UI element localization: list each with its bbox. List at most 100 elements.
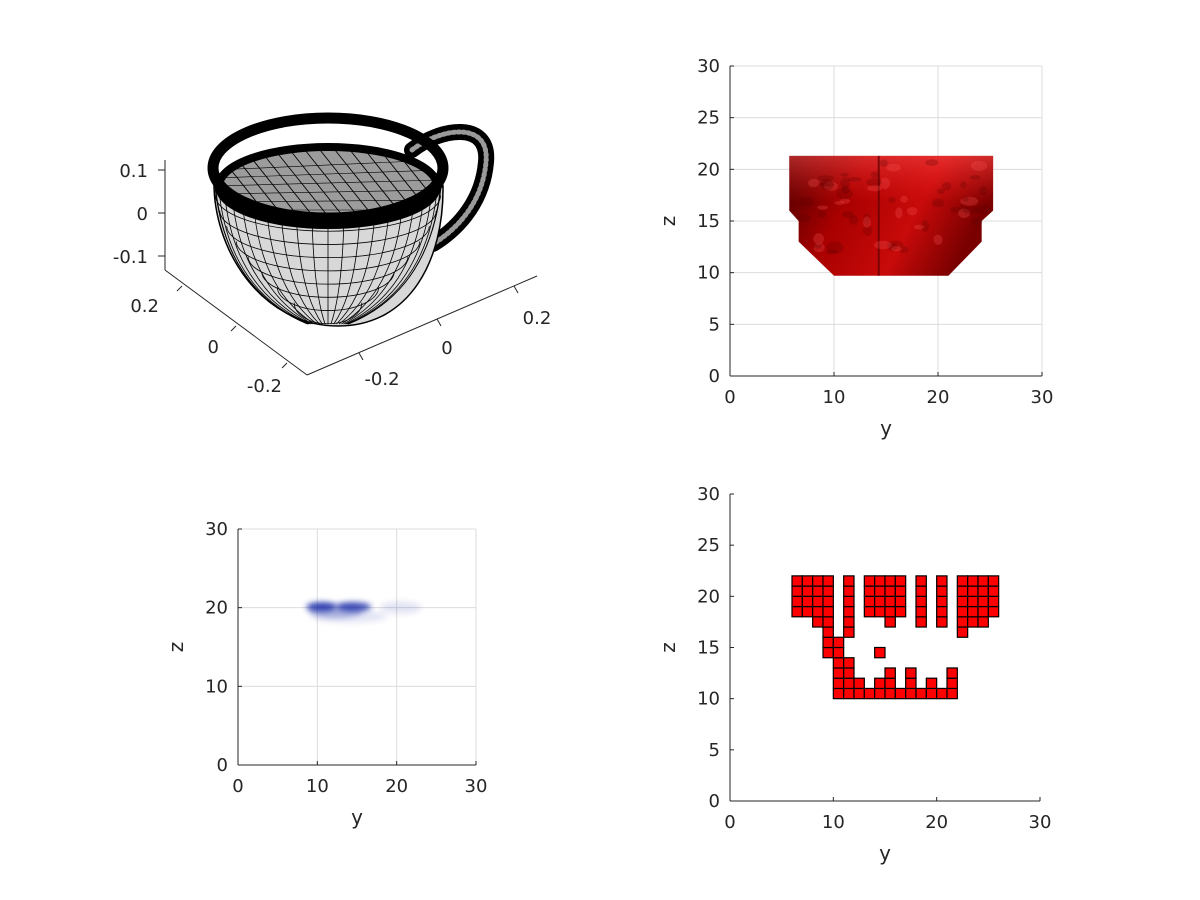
voxel-cell: [843, 687, 855, 700]
iso-texture-spot: [820, 178, 834, 191]
density-y-label: z: [164, 642, 188, 653]
mesh-x-tick: -0.2: [364, 369, 399, 390]
iso-texture-spot: [962, 196, 970, 202]
iso-texture-spot: [813, 233, 824, 245]
mesh-meridian: [347, 186, 438, 325]
density-blob: [310, 610, 388, 623]
x-tick-label: 10: [823, 387, 846, 408]
iso-texture-spot: [933, 234, 943, 245]
density-blobs: [306, 601, 422, 623]
voxel-cell: [791, 605, 803, 618]
iso-texture-spot: [797, 214, 811, 223]
voxel-cell: [915, 575, 927, 587]
voxel-cell: [853, 677, 865, 690]
iso-texture-spot: [813, 242, 823, 249]
iso-surface-highlight: [789, 155, 994, 276]
iso-texture-spot: [958, 208, 971, 219]
iso-texture-spot: [906, 206, 918, 216]
voxel-cell: [832, 667, 845, 679]
y-tick-label: 30: [205, 519, 228, 540]
voxel-cell: [967, 585, 979, 597]
iso-texture-spot: [813, 242, 825, 253]
iso-texture-spot: [960, 181, 967, 189]
iso-texture-spot: [817, 205, 829, 210]
mesh-parallel: [226, 225, 430, 259]
mesh-z-tick: 0.1: [119, 161, 148, 182]
mesh-z-tick: -0.1: [113, 247, 148, 268]
voxel-cell: [915, 595, 927, 608]
voxel-cell: [936, 605, 948, 618]
voxel-cell: [956, 595, 969, 608]
cup-handle-inner: [409, 129, 489, 247]
voxel-cell: [863, 595, 876, 608]
iso-texture-spot: [826, 241, 844, 254]
voxel-cell: [956, 626, 969, 638]
y-tick-label: 10: [205, 676, 228, 697]
iso-texture-spot: [886, 240, 904, 250]
iso-texture-spot: [867, 185, 882, 192]
iso-texture-spot: [879, 177, 890, 190]
voxel-cell: [936, 687, 948, 700]
voxel-cell: [894, 595, 907, 608]
mesh-x-tick: 0: [441, 338, 452, 359]
voxel-y-label: z: [656, 642, 680, 653]
voxel-cell: [812, 575, 824, 587]
voxel-cell: [822, 575, 834, 587]
voxel-cell: [874, 677, 886, 690]
voxel-cell: [832, 646, 845, 659]
voxel-cell: [946, 677, 958, 690]
voxel-cell: [832, 636, 845, 649]
density-grid: [237, 528, 477, 766]
iso-texture-spot: [974, 205, 992, 214]
mesh-y-tick: -0.2: [247, 376, 282, 397]
voxel-cell: [843, 626, 855, 638]
voxel-cell: [977, 595, 989, 608]
voxel-cell: [967, 575, 979, 587]
voxel-cell: [915, 585, 927, 597]
iso-texture-spot: [870, 171, 879, 179]
voxel-cell: [884, 595, 896, 608]
voxel-panel: 0 10 20 30 0 5 10 15 20 25 30 y z: [656, 484, 1051, 865]
voxel-cell: [822, 636, 834, 649]
iso-texture-spot: [888, 243, 898, 252]
voxel-cell: [905, 677, 917, 690]
x-tick-label: 20: [925, 812, 948, 833]
voxel-cell: [884, 605, 896, 618]
voxel-cell: [832, 677, 845, 690]
mesh-interior-edge: [221, 189, 435, 195]
voxel-cell: [925, 677, 938, 690]
x-tick-label: 0: [232, 776, 243, 797]
iso-texture-spot: [874, 240, 892, 250]
voxel-cell: [791, 595, 803, 608]
voxel-cell: [967, 595, 979, 608]
iso-texture-spot: [840, 172, 849, 177]
iso-texture-spot: [900, 195, 908, 203]
voxel-cell: [822, 616, 834, 628]
x-tick-label: 30: [1029, 812, 1052, 833]
voxel-cell: [894, 575, 907, 587]
voxel-cell: [843, 575, 855, 587]
iso-texture-spot: [866, 178, 882, 187]
voxel-cell: [812, 616, 824, 628]
voxel-cell: [843, 616, 855, 628]
x-tick-label: 30: [1031, 387, 1054, 408]
iso-texture-spot: [862, 225, 873, 236]
y-tick-label: 20: [205, 598, 228, 619]
y-tick-label: 10: [697, 689, 720, 710]
voxel-cell: [987, 605, 1000, 618]
voxel-cell: [843, 667, 855, 679]
x-tick-label: 10: [306, 776, 329, 797]
iso-texture-spot: [888, 196, 896, 203]
voxel-cells: [791, 575, 1000, 700]
x-tick-label: 0: [724, 387, 735, 408]
mesh-parallel: [261, 271, 395, 298]
mesh-meridian: [346, 190, 433, 325]
mesh-meridian: [348, 177, 443, 325]
voxel-cell: [956, 575, 969, 587]
iso-texture-spot: [841, 185, 850, 194]
x-tick-label: 20: [385, 776, 408, 797]
iso-x-label: y: [880, 416, 892, 440]
mesh-parallel: [293, 302, 363, 325]
mesh-meridian: [214, 182, 308, 325]
